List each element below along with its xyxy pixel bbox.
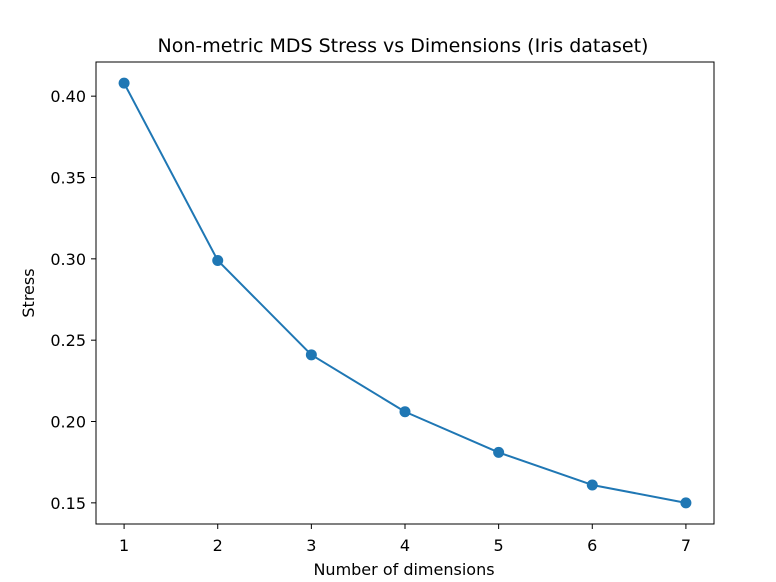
data-point [586,479,598,491]
x-tick-label: 3 [306,536,316,555]
data-point [493,446,505,458]
y-axis: 0.15 0.20 0.25 0.30 0.35 0.40 [50,87,96,513]
x-tick-label: 2 [213,536,223,555]
data-point [118,77,130,89]
data-point [399,406,411,418]
series-group [118,77,692,509]
data-point [680,497,692,509]
y-tick-label: 0.35 [50,169,86,188]
data-point [212,254,224,266]
x-axis-label: Number of dimensions [313,560,494,579]
plot-frame [95,61,715,525]
y-tick-label: 0.20 [50,413,86,432]
y-tick-label: 0.30 [50,250,86,269]
y-axis-label: Stress [19,268,38,317]
data-point [305,349,317,361]
x-tick-label: 7 [681,536,691,555]
series-line [123,82,687,504]
y-tick-label: 0.40 [50,87,86,106]
x-tick-label: 4 [400,536,410,555]
x-tick-label: 5 [494,536,504,555]
y-tick-label: 0.25 [50,331,86,350]
x-axis: 1 2 3 4 5 6 7 [119,524,691,555]
y-tick-label: 0.15 [50,494,86,513]
x-tick-label: 1 [119,536,129,555]
x-tick-label: 6 [587,536,597,555]
chart-title: Non-metric MDS Stress vs Dimensions (Iri… [158,35,649,57]
